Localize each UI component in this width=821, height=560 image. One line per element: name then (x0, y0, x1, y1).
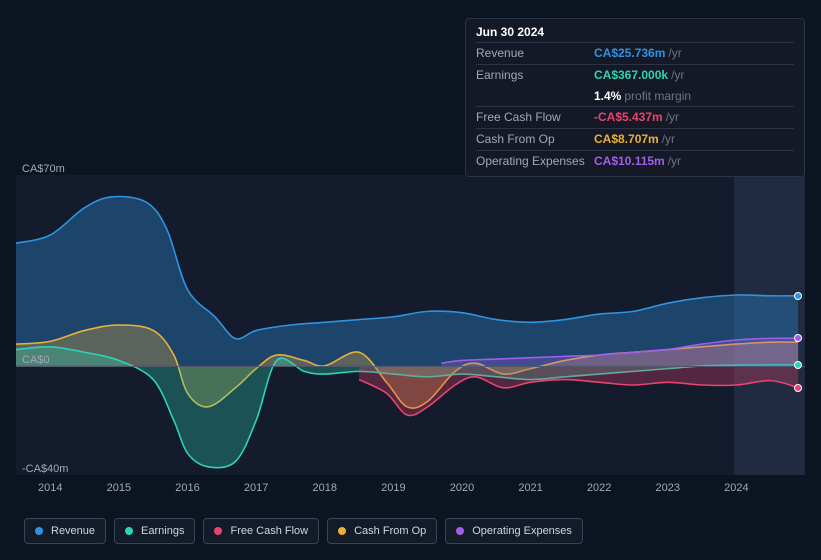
x-tick: 2017 (244, 482, 268, 494)
tooltip-row: EarningsCA$367.000k /yr (476, 64, 794, 86)
tooltip-row: RevenueCA$25.736m /yr (476, 42, 794, 64)
x-tick: 2018 (312, 482, 336, 494)
x-tick: 2014 (38, 482, 62, 494)
legend-swatch (214, 527, 222, 535)
y-tick: CA$70m (22, 163, 65, 175)
tooltip-row: Operating ExpensesCA$10.115m /yr (476, 150, 794, 172)
legend-label: Free Cash Flow (230, 525, 308, 537)
tooltip-row: Free Cash Flow-CA$5.437m /yr (476, 106, 794, 128)
tooltip-label: Cash From Op (476, 131, 594, 148)
y-tick: -CA$40m (22, 463, 68, 475)
series-end-marker (794, 361, 802, 369)
tooltip-unit: /yr (666, 109, 679, 126)
chart-tooltip: Jun 30 2024 RevenueCA$25.736m /yrEarning… (465, 18, 805, 177)
legend-label: Operating Expenses (472, 525, 572, 537)
tooltip-label: Free Cash Flow (476, 109, 594, 126)
legend-swatch (456, 527, 464, 535)
x-tick: 2023 (656, 482, 680, 494)
chart-legend: Revenue Earnings Free Cash Flow Cash From O… (24, 518, 583, 544)
tooltip-value: -CA$5.437m (594, 109, 663, 126)
tooltip-label: Revenue (476, 45, 594, 62)
legend-item[interactable]: Earnings (114, 518, 195, 544)
legend-label: Earnings (141, 525, 184, 537)
series-end-marker (794, 292, 802, 300)
tooltip-unit: /yr (662, 131, 675, 148)
legend-item[interactable]: Revenue (24, 518, 106, 544)
legend-item[interactable]: Operating Expenses (445, 518, 583, 544)
legend-swatch (125, 527, 133, 535)
tooltip-label: Earnings (476, 67, 594, 84)
legend-label: Revenue (51, 525, 95, 537)
tooltip-label: Operating Expenses (476, 153, 594, 170)
x-tick: 2022 (587, 482, 611, 494)
tooltip-unit: /yr (671, 67, 684, 84)
series-end-marker (794, 334, 802, 342)
x-tick: 2016 (175, 482, 199, 494)
tooltip-row: Cash From OpCA$8.707m /yr (476, 128, 794, 150)
tooltip-value: 1.4% (594, 88, 621, 105)
series-end-marker (794, 384, 802, 392)
legend-label: Cash From Op (354, 525, 426, 537)
tooltip-value: CA$367.000k (594, 67, 668, 84)
tooltip-unit: /yr (668, 153, 681, 170)
tooltip-unit: /yr (668, 45, 681, 62)
x-tick: 2019 (381, 482, 405, 494)
x-tick: 2015 (107, 482, 131, 494)
tooltip-value: CA$10.115m (594, 153, 665, 170)
chart-svg (16, 175, 805, 475)
zero-baseline (16, 366, 805, 367)
tooltip-row: 1.4% profit margin (476, 86, 794, 107)
tooltip-value: CA$25.736m (594, 45, 665, 62)
x-axis: 2014 2015 2016 2017 2018 2019 2020 2021 2022 2023… (16, 482, 805, 500)
financials-chart[interactable]: CA$70mCA$0-CA$40m (16, 175, 805, 475)
legend-item[interactable]: Cash From Op (327, 518, 437, 544)
tooltip-unit: profit margin (624, 88, 691, 105)
x-tick: 2024 (724, 482, 748, 494)
legend-swatch (35, 527, 43, 535)
tooltip-value: CA$8.707m (594, 131, 659, 148)
tooltip-date: Jun 30 2024 (476, 25, 794, 42)
x-tick: 2020 (450, 482, 474, 494)
legend-swatch (338, 527, 346, 535)
legend-item[interactable]: Free Cash Flow (203, 518, 319, 544)
y-tick: CA$0 (22, 354, 50, 366)
x-tick: 2021 (518, 482, 542, 494)
